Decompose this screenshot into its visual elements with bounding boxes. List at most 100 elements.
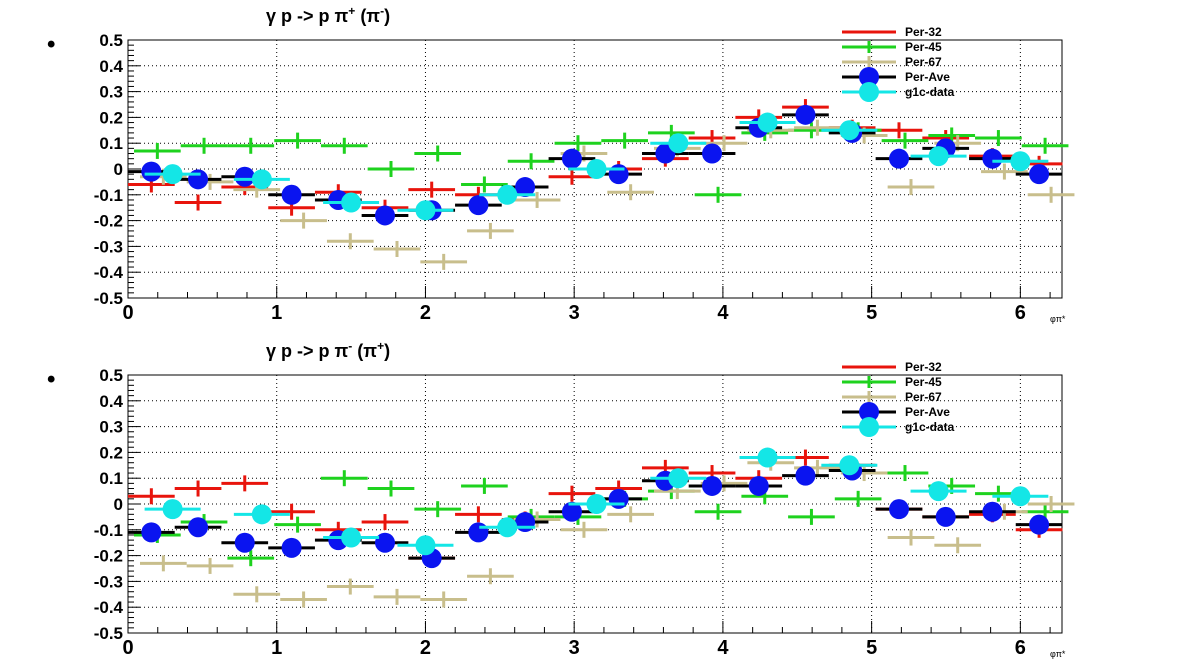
x-tick-label: 3 <box>569 637 580 659</box>
data-point-marker <box>162 499 183 520</box>
legend-label: Per-Ave <box>905 70 950 84</box>
data-point-marker <box>188 169 209 190</box>
data-point-marker <box>608 488 629 509</box>
data-point-marker <box>928 481 949 502</box>
data-point-marker <box>341 527 362 548</box>
data-point-marker <box>928 146 949 167</box>
chart-title-part: γ p -> p π <box>266 6 349 26</box>
y-tick-label: 0.4 <box>99 392 123 411</box>
series-per-45 <box>134 122 1069 203</box>
y-tick-label: 0.5 <box>99 366 123 385</box>
data-point-marker <box>935 506 956 527</box>
data-point-marker <box>468 195 489 216</box>
data-point-marker <box>374 532 395 553</box>
legend-label: Per-Ave <box>905 405 950 419</box>
panel-2: -0.5 -0.4 -0.3 -0.2 -0.1 0 0.1 0.2 0.3 0.4 0.5 0 1 2 3… <box>47 339 1075 659</box>
data-point-marker <box>888 148 909 169</box>
data-point-marker <box>515 177 536 198</box>
data-point-marker <box>497 184 518 205</box>
x-tick-label: 0 <box>122 302 133 324</box>
data-point-marker <box>374 205 395 226</box>
data-point-marker <box>668 468 689 489</box>
data-point-marker <box>468 522 489 543</box>
series-per-67 <box>140 454 1075 608</box>
x-tick-label: 4 <box>717 637 729 659</box>
data-point-marker <box>341 192 362 213</box>
data-point-marker <box>757 112 778 133</box>
data-point-marker <box>141 161 162 182</box>
y-tick-label: -0.5 <box>94 289 123 308</box>
chart-title-part: γ p -> p π <box>266 341 349 361</box>
legend-swatch-marker <box>859 417 879 437</box>
x-tick-label: 4 <box>717 302 729 324</box>
y-tick-label: -0.5 <box>94 624 123 643</box>
data-point-marker <box>281 537 302 558</box>
legend-label: Per-45 <box>905 40 942 54</box>
data-point-marker <box>162 164 183 185</box>
data-point-marker <box>608 164 629 185</box>
data-point-marker <box>497 517 518 538</box>
chart-title-part: (π <box>352 341 377 361</box>
y-tick-label: -0.3 <box>94 237 123 256</box>
data-point-marker <box>1010 486 1031 507</box>
data-point-marker <box>415 535 436 556</box>
x-tick-label: 6 <box>1015 302 1026 324</box>
data-point-marker <box>561 148 582 169</box>
y-tick-label: 0.2 <box>99 443 123 462</box>
data-point-marker <box>839 455 860 476</box>
data-point-marker <box>586 159 607 179</box>
legend-label: Per-32 <box>905 25 942 39</box>
legend-label: g1c-data <box>905 420 955 434</box>
data-point-marker <box>1029 514 1050 535</box>
chart-title-part: (π <box>355 6 380 26</box>
data-point-marker <box>141 522 162 543</box>
data-point-marker <box>702 143 723 164</box>
y-tick-label: 0.1 <box>99 134 123 153</box>
y-tick-label: -0.3 <box>94 572 123 591</box>
legend-swatch-marker <box>859 67 879 87</box>
legend-label: g1c-data <box>905 85 955 99</box>
data-point-marker <box>702 475 723 496</box>
panel-1: -0.5 -0.4 -0.3 -0.2 -0.1 0 0.1 0.2 0.3 0.4 0.5 0 1 2 3… <box>47 4 1075 324</box>
legend-label: Per-67 <box>905 390 942 404</box>
data-point-marker <box>515 512 536 533</box>
chart-title-part: - <box>380 4 384 18</box>
x-tick-label: 1 <box>271 302 282 324</box>
data-point-marker <box>586 494 607 514</box>
bullet-marker: • <box>47 31 55 58</box>
data-point-marker <box>188 517 209 538</box>
y-tick-label: 0.5 <box>99 31 123 50</box>
data-point-marker <box>888 499 909 520</box>
x-tick-label: 5 <box>866 302 877 324</box>
y-tick-label: 0.3 <box>99 83 123 102</box>
x-tick-label: 0 <box>122 637 133 659</box>
x-tick-label: 6 <box>1015 637 1026 659</box>
y-tick-label: -0.4 <box>94 263 124 282</box>
x-axis-label: φπ* <box>1050 314 1066 324</box>
x-tick-label: 2 <box>420 302 431 324</box>
chart-title-part: + <box>348 4 355 18</box>
data-point-marker <box>415 200 436 221</box>
chart-title-part: + <box>377 339 384 353</box>
y-tick-label: 0.3 <box>99 418 123 437</box>
data-point-marker <box>1010 151 1031 172</box>
data-point-marker <box>757 447 778 468</box>
x-tick-label: 1 <box>271 637 282 659</box>
data-point-marker <box>839 120 860 141</box>
x-tick-label: 5 <box>866 637 877 659</box>
legend-swatch-marker <box>859 402 879 422</box>
bullet-marker: • <box>47 366 55 393</box>
x-axis-label: φπ* <box>1050 649 1066 659</box>
y-tick-label: -0.2 <box>94 547 123 566</box>
y-tick-label: -0.2 <box>94 212 123 231</box>
data-point-marker <box>748 475 769 496</box>
series-per-67 <box>140 119 1075 270</box>
legend-swatch-marker <box>859 82 879 102</box>
y-tick-label: 0.1 <box>99 469 123 488</box>
y-tick-label: -0.1 <box>94 186 123 205</box>
y-tick-label: 0 <box>114 495 123 514</box>
x-tick-label: 2 <box>420 637 431 659</box>
